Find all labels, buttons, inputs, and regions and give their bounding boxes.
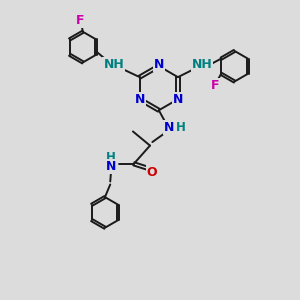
Text: N: N	[106, 160, 116, 173]
Text: N: N	[154, 58, 164, 71]
Text: H: H	[176, 121, 185, 134]
Text: N: N	[134, 93, 145, 106]
Text: N: N	[173, 93, 183, 106]
Text: F: F	[76, 14, 85, 27]
Text: H: H	[106, 151, 116, 164]
Text: F: F	[211, 79, 220, 92]
Text: NH: NH	[103, 58, 124, 71]
Text: NH: NH	[192, 58, 212, 71]
Text: N: N	[164, 121, 174, 134]
Text: O: O	[147, 166, 158, 179]
